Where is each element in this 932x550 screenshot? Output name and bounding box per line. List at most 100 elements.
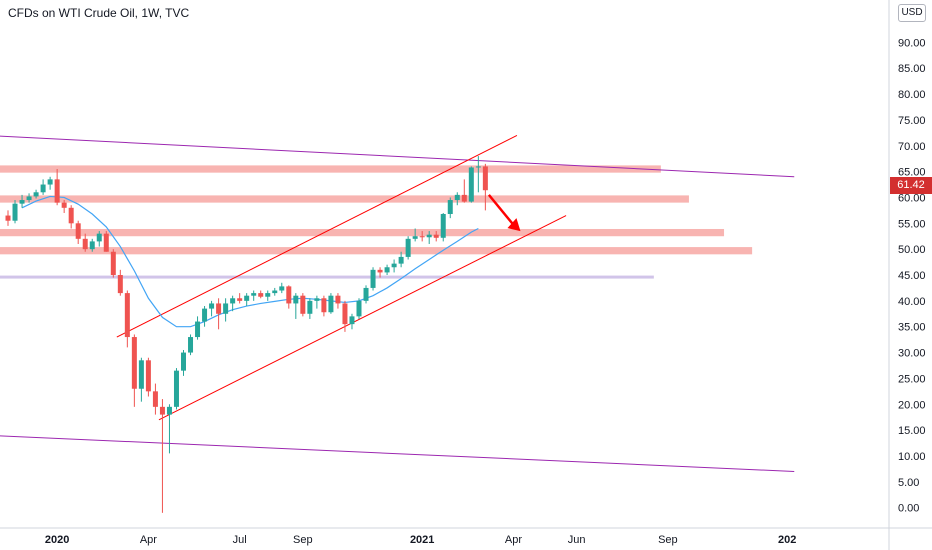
y-tick-label: 35.00 [898, 322, 926, 334]
channel-lower-line [0, 435, 795, 472]
candle-body [272, 290, 278, 294]
candle-body [230, 298, 236, 304]
moving-average-line [21, 195, 479, 328]
candle-body [223, 303, 229, 314]
candle-body [363, 287, 369, 301]
chart-title: CFDs on WTI Crude Oil, 1W, TVC [8, 6, 190, 20]
candle-body [166, 406, 172, 415]
candle-body [454, 194, 460, 201]
candle-body [12, 203, 18, 221]
candle-body [482, 166, 488, 191]
candle-body [173, 370, 179, 407]
candle-body [202, 308, 208, 322]
candle-body [54, 179, 60, 203]
candle-body [89, 241, 95, 250]
candle-body [335, 295, 341, 304]
x-tick-label: Sep [293, 534, 313, 546]
candle-body [391, 263, 397, 268]
y-tick-label: 75.00 [898, 115, 926, 127]
y-tick-label: 85.00 [898, 63, 926, 75]
candle-body [342, 303, 348, 325]
support-zone-4 [0, 247, 753, 255]
candle-body [159, 406, 165, 415]
candle-body [314, 298, 320, 301]
candle-body [188, 337, 194, 353]
candle-body [33, 192, 39, 197]
candle-body [293, 295, 299, 304]
candle-body [251, 293, 257, 296]
candle-body [195, 321, 201, 338]
x-tick-label: Jun [568, 534, 586, 546]
candle-body [152, 391, 158, 407]
candle-body [412, 236, 418, 239]
x-tick-label: Apr [140, 534, 157, 546]
y-tick-label: 50.00 [898, 244, 926, 256]
currency-button[interactable]: USD [898, 4, 926, 22]
candle-body [181, 352, 186, 371]
x-tick-label: 202 [778, 534, 796, 546]
support-zone-1 [0, 165, 661, 173]
candle-body [117, 275, 123, 294]
candle-body [244, 295, 250, 301]
forecast-arrow-shaft [487, 194, 516, 227]
y-tick-label: 10.00 [898, 451, 926, 463]
level-line [0, 275, 654, 279]
y-tick-label: 25.00 [898, 373, 926, 385]
x-tick-label: Jul [233, 534, 247, 546]
candle-body [145, 360, 151, 392]
candle-body [405, 238, 411, 257]
x-tick-label: Apr [505, 534, 522, 546]
candle-body [19, 200, 25, 204]
candle-body [419, 236, 425, 238]
candle-body [209, 303, 215, 309]
candle-body [138, 360, 144, 389]
y-tick-label: 45.00 [898, 270, 926, 282]
candle-body [286, 286, 292, 304]
y-tick-label: 5.00 [898, 477, 919, 489]
candle-body [300, 295, 306, 314]
candle-body [426, 234, 432, 238]
candle-body [433, 234, 439, 238]
y-tick-label: 15.00 [898, 425, 926, 437]
candle-body [468, 167, 474, 202]
candle-body [82, 238, 88, 250]
candle-body [47, 179, 53, 185]
y-tick-label: 0.00 [898, 503, 919, 515]
candle-body [377, 269, 383, 273]
candle-body [131, 337, 137, 389]
candle-body [349, 316, 355, 325]
candle-body [40, 184, 46, 193]
last-price-tag: 61.42 [890, 177, 932, 194]
candle-body [237, 298, 243, 301]
candle-body [398, 256, 404, 264]
forecast-arrow-head [507, 218, 521, 232]
candle-body [328, 295, 334, 313]
candle-body [216, 303, 222, 314]
y-tick-label: 90.00 [898, 37, 926, 49]
candle-body [321, 298, 327, 313]
y-tick-label: 80.00 [898, 89, 926, 101]
y-tick-label: 60.00 [898, 192, 926, 204]
y-tick-label: 55.00 [898, 218, 926, 230]
candle-body [258, 293, 264, 297]
y-tick-label: 70.00 [898, 141, 926, 153]
candle-body [75, 223, 81, 239]
candle-body [384, 267, 390, 273]
candle-body [370, 269, 376, 288]
channel-upper-line [0, 135, 795, 178]
y-tick-label: 40.00 [898, 296, 926, 308]
candle-body [447, 200, 453, 215]
candle-body [440, 214, 446, 238]
x-tick-label: 2021 [410, 534, 434, 546]
candle-body [356, 300, 362, 317]
y-tick-label: 65.00 [898, 167, 926, 179]
candle-body [475, 166, 481, 168]
candle-body [103, 233, 109, 252]
trend-lower-line [158, 215, 567, 421]
candle-body [96, 233, 102, 242]
candle-body [5, 215, 11, 221]
candle-body [68, 207, 74, 224]
x-tick-label: 2020 [45, 534, 69, 546]
